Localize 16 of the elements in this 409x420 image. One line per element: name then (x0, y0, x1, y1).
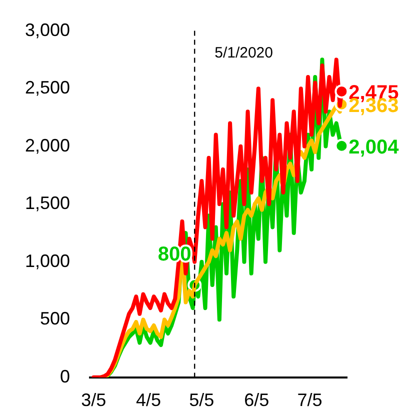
y-tick-label: 3,000 (24, 20, 70, 40)
x-tick-label: 7/5 (297, 390, 322, 410)
y-tick-label: 2,500 (24, 78, 70, 98)
ref-line-label: 5/1/2020 (214, 44, 273, 62)
point (334, 84, 347, 98)
y-tick-label: 2,000 (24, 135, 70, 156)
y-tick-label: 500 (40, 308, 70, 329)
x-tick-label: 4/5 (136, 390, 162, 410)
y-tick-label: 0 (60, 366, 70, 386)
data-label: 2,004 (348, 136, 400, 158)
y-tick-label: 1,500 (24, 193, 70, 214)
y-tick-label: 1,000 (24, 250, 70, 271)
point (334, 138, 347, 153)
x-tick-label: 6/5 (244, 390, 270, 410)
x-tick-label: 5/5 (189, 390, 214, 410)
x-tick-label: 3/5 (81, 390, 106, 410)
